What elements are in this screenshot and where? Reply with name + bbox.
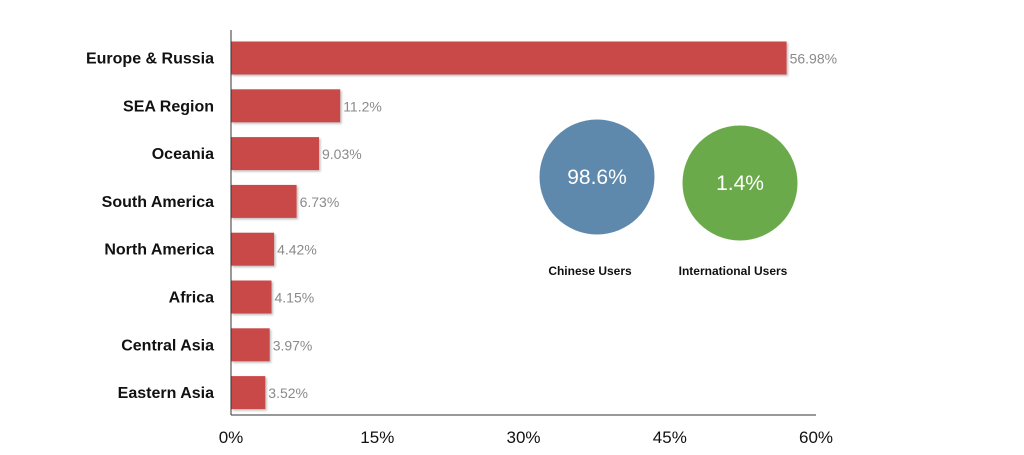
user-bubbles: 98.6% Chinese Users 1.4% International User… bbox=[539, 119, 798, 278]
value-label: 4.42% bbox=[277, 242, 317, 258]
bar bbox=[231, 376, 266, 410]
chart-axes: 0% 15% 30% 45% 60% bbox=[219, 30, 833, 447]
category-label: Europe & Russia bbox=[86, 51, 214, 68]
bubble-value: 1.4% bbox=[716, 172, 764, 195]
value-label: 4.15% bbox=[275, 290, 315, 306]
x-tick-label: 15% bbox=[360, 428, 394, 447]
category-label: Africa bbox=[169, 290, 214, 307]
bar bbox=[231, 184, 297, 218]
bubble-caption: International Users bbox=[679, 264, 788, 278]
bar bbox=[231, 137, 319, 171]
user-bubble bbox=[539, 119, 655, 235]
user-bubble bbox=[682, 125, 798, 241]
x-tick-label: 30% bbox=[506, 428, 540, 447]
category-label: Central Asia bbox=[121, 337, 214, 354]
value-label: 6.73% bbox=[300, 194, 340, 210]
category-label: South America bbox=[102, 194, 214, 211]
x-tick-label: 0% bbox=[219, 428, 244, 447]
bar bbox=[231, 89, 341, 123]
value-label: 11.2% bbox=[343, 98, 382, 114]
bubble-caption: Chinese Users bbox=[548, 264, 632, 278]
value-label: 3.97% bbox=[273, 337, 313, 353]
value-label: 3.52% bbox=[268, 385, 308, 401]
x-tick-label: 45% bbox=[653, 428, 687, 447]
category-label: North America bbox=[104, 242, 214, 259]
category-label: Oceania bbox=[152, 146, 214, 163]
value-label: 56.98% bbox=[790, 51, 837, 67]
bar bbox=[231, 280, 272, 314]
bubble-value: 98.6% bbox=[567, 166, 627, 189]
bar bbox=[231, 41, 787, 75]
value-label: 9.03% bbox=[322, 146, 362, 162]
category-label: Eastern Asia bbox=[118, 385, 214, 402]
bar-chart: Europe & Russia 56.98% SEA Region 11.2% Ocea… bbox=[86, 41, 837, 410]
bar bbox=[231, 328, 270, 362]
category-label: SEA Region bbox=[123, 98, 214, 115]
bar bbox=[231, 232, 275, 266]
x-tick-label: 60% bbox=[799, 428, 833, 447]
